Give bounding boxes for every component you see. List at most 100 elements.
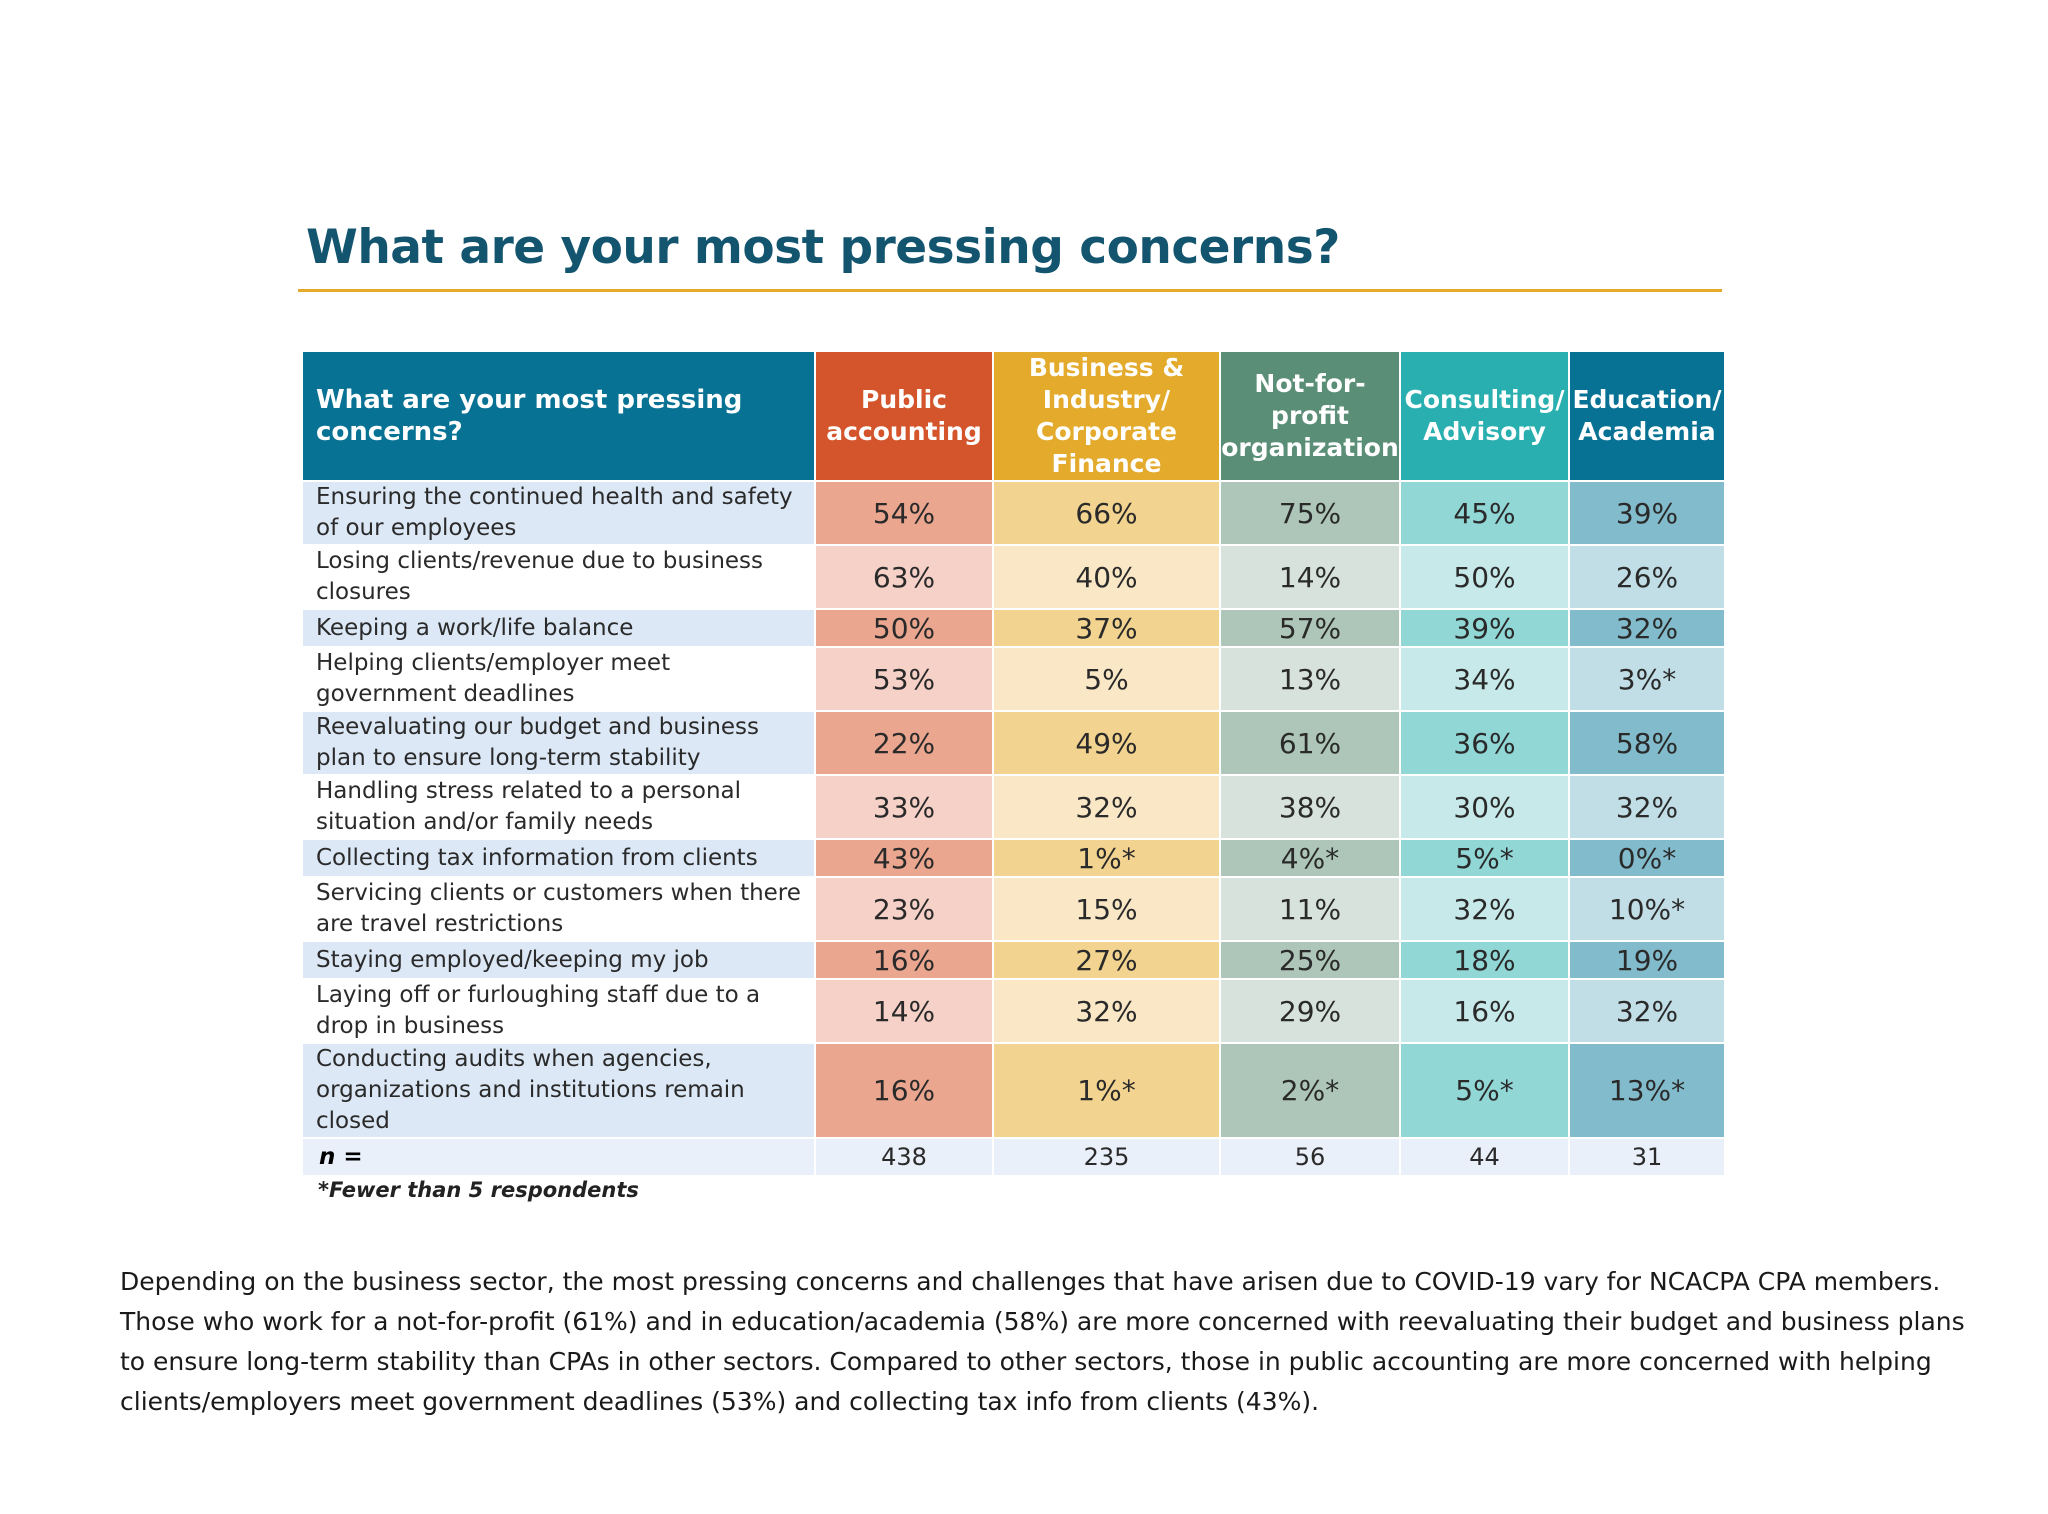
percent-cell: 11% <box>1219 876 1401 942</box>
percent-cell: 23% <box>814 876 994 942</box>
percent-cell: 0%* <box>1568 838 1726 878</box>
n-count-cell: 31 <box>1568 1137 1726 1177</box>
summary-line: Those who work for a not-for-profit (61%… <box>120 1307 1965 1336</box>
table-row: Collecting tax information from clients … <box>301 838 1726 878</box>
column-header: Public accounting <box>814 350 994 482</box>
concern-label: Laying off or furloughing staff due to a… <box>301 978 816 1044</box>
summary-paragraph: Depending on the business sector, the mo… <box>120 1262 1965 1422</box>
percent-cell: 32% <box>1399 876 1570 942</box>
percent-cell: 30% <box>1399 774 1570 840</box>
percent-cell: 32% <box>992 978 1221 1044</box>
percent-cell: 3%* <box>1568 646 1726 712</box>
concern-label: Keeping a work/life balance <box>301 608 816 648</box>
column-header: Not-for-profit organization <box>1219 350 1401 482</box>
percent-cell: 13% <box>1219 646 1401 712</box>
percent-cell: 19% <box>1568 940 1726 980</box>
n-label: n = <box>301 1137 816 1177</box>
percent-cell: 39% <box>1568 480 1726 546</box>
percent-cell: 75% <box>1219 480 1401 546</box>
title-underline <box>298 289 1722 292</box>
percent-cell: 16% <box>814 1042 994 1139</box>
percent-cell: 39% <box>1399 608 1570 648</box>
question-column-header: What are your most pressing concerns? <box>301 350 816 482</box>
percent-cell: 1%* <box>992 838 1221 878</box>
percent-cell: 40% <box>992 544 1221 610</box>
column-header: Education/ Academia <box>1568 350 1726 482</box>
percent-cell: 14% <box>1219 544 1401 610</box>
concern-label: Servicing clients or customers when ther… <box>301 876 816 942</box>
concern-label: Helping clients/employer meet government… <box>301 646 816 712</box>
percent-cell: 32% <box>992 774 1221 840</box>
percent-cell: 66% <box>992 480 1221 546</box>
table-row: Staying employed/keeping my job 16% 27% … <box>301 940 1726 980</box>
percent-cell: 57% <box>1219 608 1401 648</box>
percent-cell: 1%* <box>992 1042 1221 1139</box>
percent-cell: 2%* <box>1219 1042 1401 1139</box>
percent-cell: 50% <box>814 608 994 648</box>
percent-cell: 10%* <box>1568 876 1726 942</box>
percent-cell: 25% <box>1219 940 1401 980</box>
table-row: Losing clients/revenue due to business c… <box>301 544 1726 610</box>
percent-cell: 5% <box>992 646 1221 712</box>
n-count-cell: 56 <box>1219 1137 1401 1177</box>
percent-cell: 18% <box>1399 940 1570 980</box>
table-row: Keeping a work/life balance 50% 37% 57% … <box>301 608 1726 648</box>
percent-cell: 54% <box>814 480 994 546</box>
percent-cell: 16% <box>1399 978 1570 1044</box>
column-header: Consulting/ Advisory <box>1399 350 1570 482</box>
percent-cell: 26% <box>1568 544 1726 610</box>
table-row: Helping clients/employer meet government… <box>301 646 1726 712</box>
percent-cell: 37% <box>992 608 1221 648</box>
table-header-row: What are your most pressing concerns? Pu… <box>301 350 1726 482</box>
concern-label: Losing clients/revenue due to business c… <box>301 544 816 610</box>
percent-cell: 58% <box>1568 710 1726 776</box>
summary-line: to ensure long-term stability than CPAs … <box>120 1347 1932 1376</box>
summary-line: clients/employers meet government deadli… <box>120 1387 1320 1416</box>
percent-cell: 49% <box>992 710 1221 776</box>
concern-label: Staying employed/keeping my job <box>301 940 816 980</box>
n-count-cell: 44 <box>1399 1137 1570 1177</box>
table-row: Ensuring the continued health and safety… <box>301 480 1726 546</box>
percent-cell: 27% <box>992 940 1221 980</box>
n-count-cell: 438 <box>814 1137 994 1177</box>
percent-cell: 33% <box>814 774 994 840</box>
table-row: Handling stress related to a personal si… <box>301 774 1726 840</box>
percent-cell: 38% <box>1219 774 1401 840</box>
concerns-table: What are your most pressing concerns? Pu… <box>301 350 1726 1177</box>
percent-cell: 36% <box>1399 710 1570 776</box>
footnote: *Fewer than 5 respondents <box>318 1178 639 1202</box>
summary-line: Depending on the business sector, the mo… <box>120 1267 1941 1296</box>
percent-cell: 43% <box>814 838 994 878</box>
percent-cell: 15% <box>992 876 1221 942</box>
percent-cell: 50% <box>1399 544 1570 610</box>
percent-cell: 61% <box>1219 710 1401 776</box>
percent-cell: 14% <box>814 978 994 1044</box>
percent-cell: 13%* <box>1568 1042 1726 1139</box>
concern-label: Handling stress related to a personal si… <box>301 774 816 840</box>
percent-cell: 34% <box>1399 646 1570 712</box>
respondent-count-row: n = 438 235 56 44 31 <box>301 1137 1726 1177</box>
percent-cell: 32% <box>1568 608 1726 648</box>
table-row: Reevaluating our budget and business pla… <box>301 710 1726 776</box>
table-row: Servicing clients or customers when ther… <box>301 876 1726 942</box>
percent-cell: 63% <box>814 544 994 610</box>
percent-cell: 29% <box>1219 978 1401 1044</box>
concern-label: Collecting tax information from clients <box>301 838 816 878</box>
percent-cell: 5%* <box>1399 1042 1570 1139</box>
concern-label: Ensuring the continued health and safety… <box>301 480 816 546</box>
n-count-cell: 235 <box>992 1137 1221 1177</box>
table-row: Laying off or furloughing staff due to a… <box>301 978 1726 1044</box>
percent-cell: 45% <box>1399 480 1570 546</box>
column-header: Business & Industry/ Corporate Finance <box>992 350 1221 482</box>
percent-cell: 32% <box>1568 774 1726 840</box>
percent-cell: 4%* <box>1219 838 1401 878</box>
table-row: Conducting audits when agencies, organiz… <box>301 1042 1726 1139</box>
percent-cell: 5%* <box>1399 838 1570 878</box>
percent-cell: 32% <box>1568 978 1726 1044</box>
concern-label: Conducting audits when agencies, organiz… <box>301 1042 816 1139</box>
percent-cell: 53% <box>814 646 994 712</box>
concern-label: Reevaluating our budget and business pla… <box>301 710 816 776</box>
percent-cell: 22% <box>814 710 994 776</box>
percent-cell: 16% <box>814 940 994 980</box>
page-title: What are your most pressing concerns? <box>306 220 1340 275</box>
